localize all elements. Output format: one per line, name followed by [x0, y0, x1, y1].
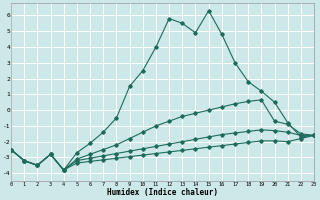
X-axis label: Humidex (Indice chaleur): Humidex (Indice chaleur) — [107, 188, 218, 197]
